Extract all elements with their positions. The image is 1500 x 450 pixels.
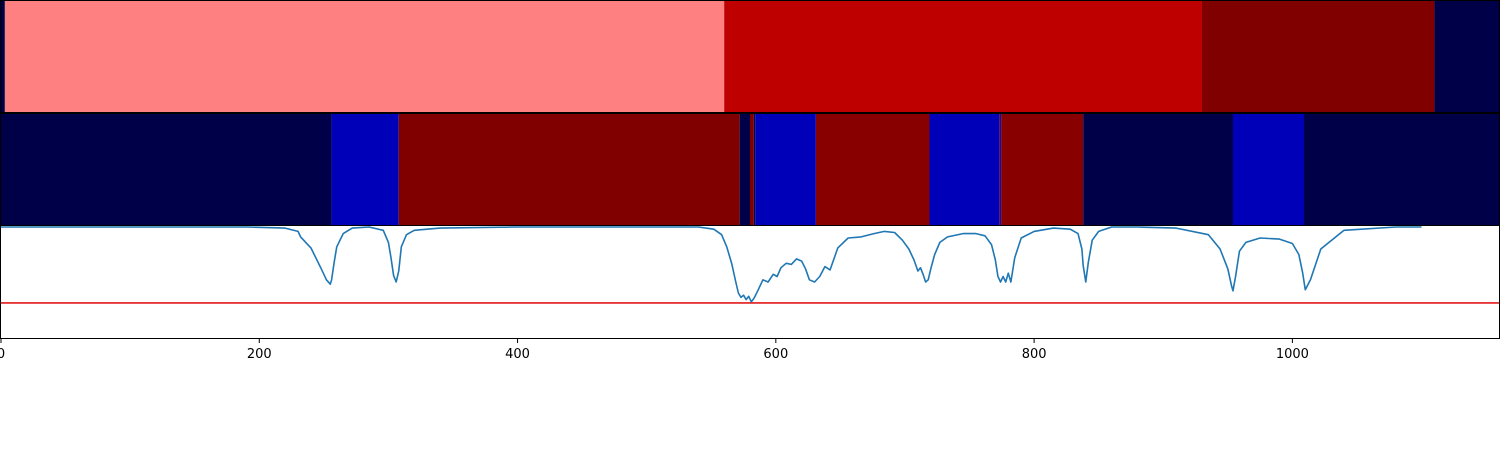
segment-1-4: [1201, 1, 1435, 112]
segment-2-7: [755, 114, 816, 225]
segment-2-1: [1, 114, 332, 225]
x-tick-label: 800: [1022, 347, 1047, 362]
segment-1-2: [4, 1, 725, 112]
line-panel: [1, 226, 1499, 338]
segment-2-6: [753, 114, 756, 225]
segment-1-5: [1434, 1, 1499, 112]
segment-2-3: [398, 114, 740, 225]
segment-row-2: [1, 114, 1499, 225]
x-tick-label: 200: [247, 347, 272, 362]
segment-row-1: [1, 1, 1499, 112]
segment-2-5: [750, 114, 754, 225]
segment-2-4: [739, 114, 750, 225]
x-tick-label: 600: [763, 347, 788, 362]
segment-2-10: [999, 114, 1002, 225]
x-tick-label: 0: [0, 347, 5, 362]
segment-2-8: [815, 114, 930, 225]
segment-2-9: [929, 114, 1000, 225]
x-tick-label: 400: [505, 347, 530, 362]
series-line: [1, 226, 1422, 303]
segment-2-2: [331, 114, 399, 225]
segment-1-1: [1, 1, 5, 112]
x-tick-label: 1000: [1276, 347, 1309, 362]
segment-2-14: [1304, 114, 1499, 225]
segment-1-3: [724, 1, 1202, 112]
segment-2-13: [1232, 114, 1305, 225]
segment-2-11: [1001, 114, 1084, 225]
segment-2-12: [1083, 114, 1233, 225]
x-axis: 0 200 400 600 800 1000: [0, 338, 1309, 362]
line-panel-background: [1, 226, 1499, 338]
